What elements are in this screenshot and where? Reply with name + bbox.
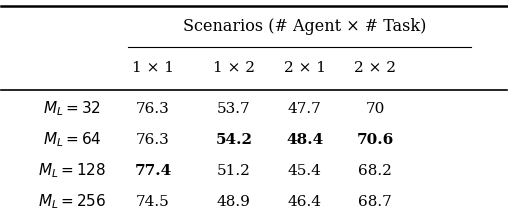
Text: 68.7: 68.7 xyxy=(358,195,392,209)
Text: 51.2: 51.2 xyxy=(217,164,251,178)
Text: 48.9: 48.9 xyxy=(217,195,251,209)
Text: 48.4: 48.4 xyxy=(286,133,323,147)
Text: $M_L = 128$: $M_L = 128$ xyxy=(38,162,106,180)
Text: 76.3: 76.3 xyxy=(136,133,170,147)
Text: 46.4: 46.4 xyxy=(288,195,322,209)
Text: 47.7: 47.7 xyxy=(288,102,322,116)
Text: 1 × 2: 1 × 2 xyxy=(213,61,255,74)
Text: 74.5: 74.5 xyxy=(136,195,170,209)
Text: 76.3: 76.3 xyxy=(136,102,170,116)
Text: 45.4: 45.4 xyxy=(288,164,322,178)
Text: 53.7: 53.7 xyxy=(217,102,250,116)
Text: 70.6: 70.6 xyxy=(357,133,394,147)
Text: 2 × 2: 2 × 2 xyxy=(354,61,396,74)
Text: $M_L = 64$: $M_L = 64$ xyxy=(43,131,102,149)
Text: Scenarios (# Agent × # Task): Scenarios (# Agent × # Task) xyxy=(183,18,426,35)
Text: 77.4: 77.4 xyxy=(134,164,172,178)
Text: 68.2: 68.2 xyxy=(358,164,392,178)
Text: 2 × 1: 2 × 1 xyxy=(283,61,326,74)
Text: 1 × 1: 1 × 1 xyxy=(132,61,174,74)
Text: $M_L = 256$: $M_L = 256$ xyxy=(38,193,106,211)
Text: $M_L = 32$: $M_L = 32$ xyxy=(43,100,101,118)
Text: 70: 70 xyxy=(366,102,385,116)
Text: 54.2: 54.2 xyxy=(215,133,252,147)
